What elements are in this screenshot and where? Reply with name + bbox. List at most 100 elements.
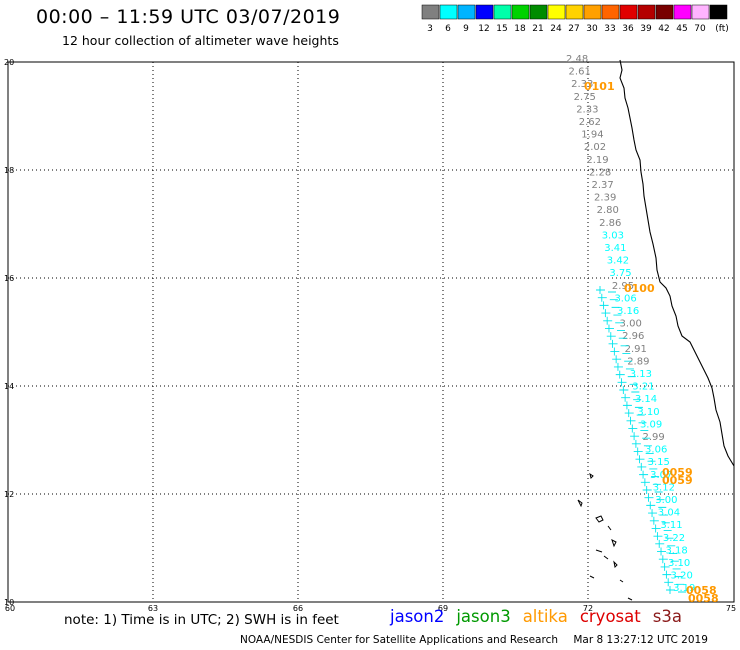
track-mark	[626, 416, 647, 425]
pass-time-label: 0059	[662, 466, 693, 479]
wave-height-value: 3.00	[655, 495, 677, 506]
track-mark	[597, 293, 618, 302]
colorbar-swatch	[691, 4, 710, 20]
colorbar-label: 39	[640, 24, 652, 34]
track-mark	[644, 493, 665, 502]
wave-height-value: 3.75	[609, 268, 631, 279]
colorbar-label: 12	[478, 24, 489, 34]
colorbar-swatch	[565, 4, 584, 20]
colorbar-swatch	[475, 4, 494, 20]
track-mark	[604, 324, 625, 333]
track-mark	[662, 570, 683, 579]
track-mark	[613, 362, 634, 371]
credit-timestamp: Mar 8 13:27:12 UTC 2019	[573, 634, 708, 646]
latitude-label: 10	[4, 598, 14, 607]
colorbar-swatch	[511, 4, 530, 20]
track-mark	[608, 339, 629, 348]
wave-height-value: 3.10	[668, 558, 690, 569]
colorbar-label: 21	[532, 24, 543, 34]
wave-height-value: 3.21	[632, 382, 654, 393]
map-subtitle: 12 hour collection of altimeter wave hei…	[62, 33, 339, 48]
track-mark	[640, 478, 661, 487]
wave-height-value: 2.48	[566, 54, 588, 65]
colorbar-swatch	[619, 4, 638, 20]
colorbar-label: 18	[514, 24, 526, 34]
wave-height-value: 2.75	[574, 92, 596, 103]
wave-height-value: 3.16	[617, 306, 639, 317]
wave-height-value: 2.86	[599, 218, 621, 229]
colorbar-swatch	[709, 4, 728, 20]
wave-height-value: 3.04	[658, 508, 680, 519]
colorbar-swatch	[673, 4, 692, 20]
longitude-label: 75	[726, 604, 736, 613]
colorbar-label: (ft)	[715, 24, 729, 34]
colorbar-label: 36	[622, 24, 634, 34]
latitude-label: 14	[4, 382, 14, 391]
wave-height-value: 3.41	[604, 243, 626, 254]
track-mark	[657, 547, 678, 556]
track-mark	[603, 316, 624, 325]
wave-height-value: 3.19	[673, 583, 695, 594]
wave-height-value: 3.07	[650, 470, 672, 481]
pass-time-label: 0058	[686, 584, 717, 597]
track-mark	[648, 509, 669, 518]
islands	[577, 472, 633, 601]
colorbar-swatch	[529, 4, 548, 20]
satellite-name: cryosat	[579, 607, 641, 626]
track-mark	[631, 439, 652, 448]
wave-height-value: 3.00	[620, 319, 642, 330]
track-mark	[653, 532, 674, 541]
pass-time-label: 0059	[662, 474, 693, 487]
longitude-label: 66	[293, 604, 303, 613]
colorbar-label: 33	[604, 24, 615, 34]
track-mark	[649, 516, 670, 525]
colorbar-label: 30	[586, 24, 598, 34]
colorbar-label: 3	[427, 24, 433, 34]
track-mark	[639, 470, 660, 479]
colorbar-swatch	[421, 4, 440, 20]
wave-height-value: 2.33	[571, 79, 593, 90]
track-mark	[615, 370, 636, 379]
track-mark	[655, 539, 676, 548]
wave-height-value: 2.96	[622, 331, 644, 342]
wave-height-value: 3.11	[660, 520, 682, 531]
latitude-label: 18	[4, 166, 14, 175]
colorbar-label: 15	[496, 24, 507, 34]
track-mark	[633, 447, 654, 456]
longitude-label: 63	[148, 604, 158, 613]
track-mark	[635, 455, 656, 464]
longitude-labels: 60 63 66 69 72 75	[5, 604, 736, 613]
track-mark	[637, 462, 658, 471]
wave-height-value: 3.03	[602, 230, 624, 241]
track-mark	[624, 409, 645, 418]
track-mark	[596, 286, 616, 294]
wave-height-value: 3.06	[614, 293, 636, 304]
track-mark	[622, 401, 643, 410]
wave-height-value: 2.99	[643, 432, 665, 443]
wave-height-value: 3.09	[640, 419, 662, 430]
wave-height-value: 3.13	[630, 369, 652, 380]
satellite-name: jason2	[390, 607, 445, 626]
colorbar-label: 45	[676, 24, 687, 34]
latitude-label: 20	[4, 58, 14, 67]
track-mark	[610, 347, 631, 356]
wave-height-value: 2.02	[584, 142, 606, 153]
wave-height-value: 3.15	[648, 457, 670, 468]
colorbar-swatch	[583, 4, 602, 20]
colorbar-label: 42	[658, 24, 669, 34]
colorbar-swatch	[547, 4, 566, 20]
wave-height-value: 2.33	[576, 104, 598, 115]
colorbar-swatch	[655, 4, 674, 20]
track-mark	[646, 501, 667, 510]
pass-time-label: 0058	[688, 592, 719, 605]
satellite-name: s3a	[652, 607, 682, 626]
colorbar-swatch	[637, 4, 656, 20]
track-mark	[666, 586, 686, 594]
wave-height-value: 3.20	[671, 571, 693, 582]
latitude-label: 12	[4, 490, 14, 499]
wave-height-value: 2.80	[597, 205, 619, 216]
colorbar-label: 70	[694, 24, 706, 34]
wave-height-value: 3.12	[653, 482, 675, 493]
track-mark	[630, 432, 651, 441]
